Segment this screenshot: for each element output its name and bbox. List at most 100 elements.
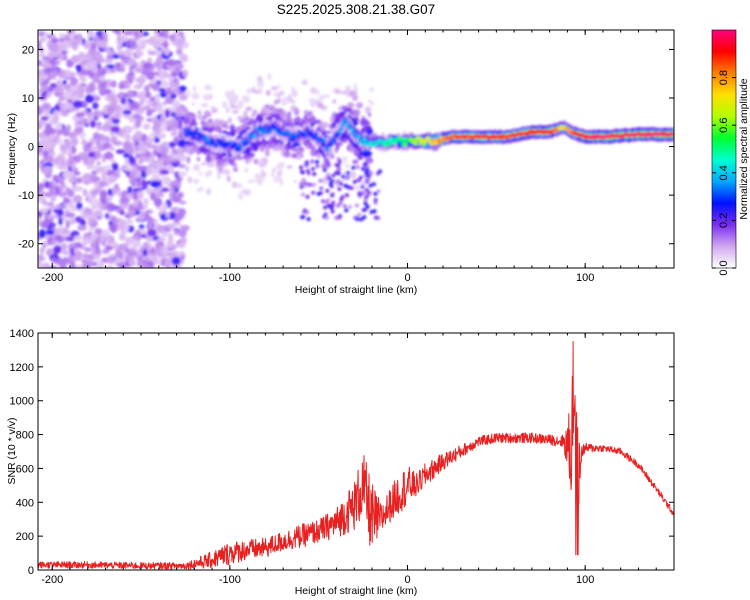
spectrogram-noise-speck: [169, 33, 177, 42]
spectrogram-noise-speck: [38, 68, 41, 75]
spectrogram-blob: [324, 215, 329, 220]
spectrogram-noise-speck: [49, 194, 57, 202]
spectrogram-blob: [330, 209, 335, 214]
spectrogram-blob: [191, 118, 197, 124]
spectrogram-blob: [232, 110, 239, 114]
spectrogram-blob: [342, 204, 347, 209]
spectrogram-noise-speck: [111, 163, 119, 171]
spectrogram-blob: [255, 115, 264, 123]
spectrogram-noise-speck: [79, 76, 87, 82]
spectrogram-noise-speck: [83, 157, 89, 166]
spectrogram-noise-speck: [71, 138, 79, 147]
spectrogram-noise-speck: [49, 43, 60, 53]
spectrogram-noise-speck: [131, 101, 140, 110]
spectrogram-blob: [222, 169, 231, 175]
spectrogram-ridge-cell: [338, 129, 343, 134]
spectrogram-blob: [206, 188, 212, 196]
spectrogram-ridge-cell: [402, 137, 407, 142]
spectrogram-noise-speck: [127, 57, 136, 67]
spectrogram-blob: [225, 125, 230, 129]
colorbar-tick-label: 0.4: [718, 165, 730, 180]
spectrogram-noise-speck: [136, 215, 145, 222]
spectrogram-blob: [256, 75, 263, 83]
spectrogram-noise-speck: [52, 174, 60, 181]
spectrogram-blob: [208, 118, 213, 122]
colorbar-tick-label: 0.2: [718, 213, 730, 228]
spectrogram-blob: [322, 176, 328, 185]
spectrogram-noise-speck: [45, 229, 55, 235]
spectrogram-noise-speck: [103, 88, 112, 95]
spectrogram-noise-speck: [161, 175, 171, 184]
spectrogram-noise-speck: [142, 249, 148, 257]
spectrogram-ridge-cell: [246, 138, 250, 143]
spectrogram-blob: [366, 151, 373, 156]
spectrogram-noise-speck: [42, 139, 50, 149]
spectrogram-noise-speck: [77, 83, 82, 92]
spectrogram-noise-speck: [112, 140, 123, 146]
spectrogram-ridge-cell: [322, 138, 327, 144]
spectrogram-blob: [295, 149, 303, 155]
spectrogram-noise-speck: [95, 185, 103, 192]
spectrogram-blob: [245, 147, 251, 156]
spectrogram-blob: [369, 87, 375, 92]
spectrogram-noise-speck: [86, 164, 96, 170]
spectrogram-noise-speck: [38, 190, 46, 197]
spectrogram-blob: [324, 200, 329, 205]
spectrogram-blob: [312, 182, 317, 187]
spectrogram-noise-speck: [129, 171, 137, 177]
spectrogram-ridge-cell: [195, 130, 199, 135]
spectrogram-noise-speck: [175, 78, 180, 86]
spectrogram-noise-speck: [161, 231, 169, 237]
spectrogram-noise-speck: [39, 207, 50, 213]
spectrogram-noise-speck: [116, 262, 127, 268]
spectrogram-blob: [376, 189, 381, 194]
spectrogram-noise-speck: [178, 200, 187, 205]
spectrogram-noise-speck: [48, 150, 56, 157]
spectrogram-x-tick-label: -100: [219, 272, 241, 284]
spectrogram-blob: [277, 161, 286, 168]
spectrogram-blob: [349, 171, 357, 179]
spectrogram-noise-speck: [124, 133, 132, 142]
spectrogram-noise-speck: [98, 180, 107, 187]
spectrogram-noise-speck: [52, 109, 60, 119]
spectrogram-noise-speck: [182, 69, 189, 77]
spectrogram-blob: [364, 188, 369, 193]
spectrogram-noise-speck: [63, 197, 71, 204]
spectrogram-ridge-cell: [210, 138, 215, 144]
spectrogram-blob: [314, 99, 321, 105]
spectrogram-noise-speck: [46, 34, 52, 39]
spectrogram-noise-speck: [162, 41, 169, 49]
spectrogram-noise-speck: [38, 132, 46, 138]
spectrogram-blob: [366, 173, 371, 178]
spectrogram-noise-speck: [135, 94, 143, 99]
spectrogram-noise-speck: [38, 260, 42, 268]
spectrogram-noise-speck: [181, 41, 190, 49]
spectrogram-noise-speck: [66, 60, 73, 68]
spectrogram-blob: [193, 178, 200, 184]
spectrogram-noise-speck: [40, 159, 45, 167]
spectrogram-noise-speck: [87, 216, 95, 225]
figure-title: S225.2025.308.21.38.G07: [277, 2, 435, 17]
spectrogram-noise-speck: [177, 192, 184, 199]
spectrogram-noise-speck: [77, 224, 87, 231]
spectrogram-blob: [372, 209, 377, 214]
spectrogram-ridge-cell: [348, 124, 353, 129]
spectrogram-blob: [287, 145, 291, 151]
spectrogram-noise-speck: [127, 186, 133, 194]
spectrogram-noise-speck: [71, 54, 80, 63]
spectrogram-noise-speck: [70, 40, 79, 47]
spectrogram-blob: [301, 79, 308, 86]
spectrogram-noise-speck: [74, 250, 83, 260]
spectrogram-blob: [205, 95, 210, 101]
spectrogram-noise-speck: [48, 186, 57, 196]
snr-x-tick-label: -100: [219, 574, 241, 586]
spectrogram-noise-speck: [96, 260, 101, 267]
spectrogram-blob: [331, 173, 336, 178]
spectrogram-blob: [201, 162, 205, 166]
spectrogram-blob: [245, 106, 253, 111]
spectrogram-blob: [228, 116, 232, 124]
spectrogram-noise-speck: [126, 89, 134, 99]
spectrogram-blob: [321, 163, 326, 168]
snr-x-tick-label: 0: [404, 574, 410, 586]
